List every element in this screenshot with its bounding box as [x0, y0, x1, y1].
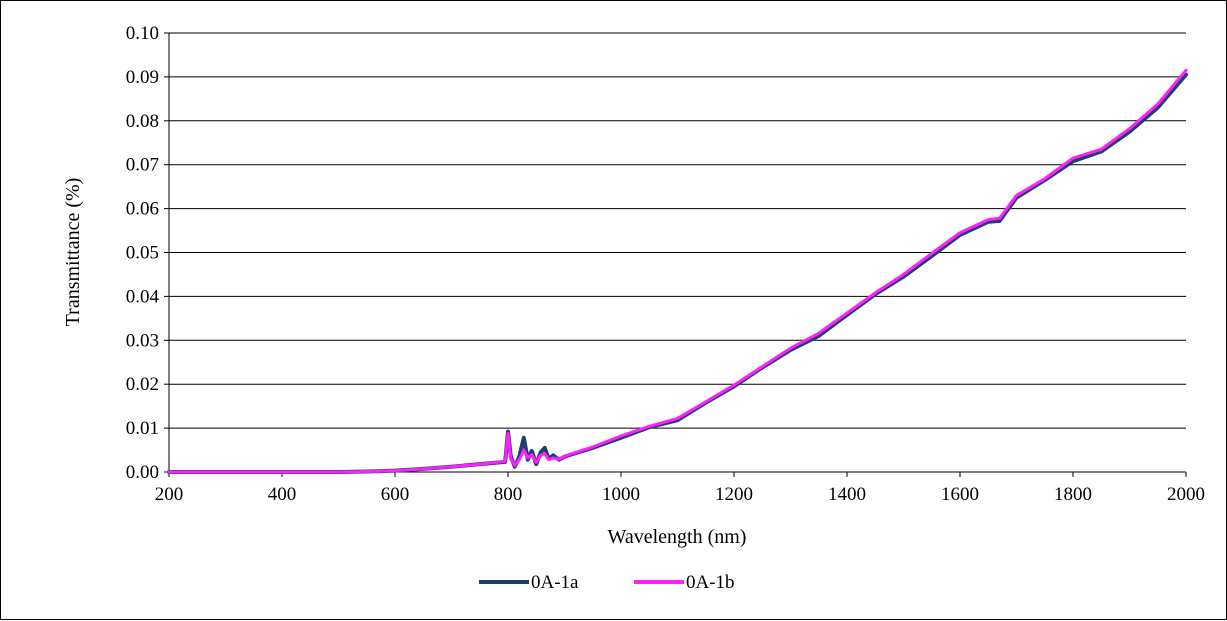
y-tick-label: 0.01 — [126, 418, 159, 439]
x-tick-label: 800 — [494, 484, 523, 505]
y-tick-label: 0.07 — [126, 155, 159, 176]
x-tick-label: 1200 — [715, 484, 753, 505]
y-tick-label: 0.06 — [126, 199, 159, 220]
x-tick-label: 1000 — [602, 484, 640, 505]
y-tick-label: 0.10 — [126, 23, 159, 44]
y-tick-label: 0.09 — [126, 67, 159, 88]
y-tick-label: 0.00 — [126, 462, 159, 483]
x-tick-label: 1400 — [828, 484, 866, 505]
legend-label: 0A-1b — [686, 572, 735, 593]
gridlines — [169, 32, 1186, 429]
axes — [164, 32, 1187, 477]
tick-labels: 0.00 0.01 0.02 0.03 0.04 0.05 0.06 0.07 0.08 0.09… — [126, 23, 1205, 505]
y-tick-label: 0.02 — [126, 374, 159, 395]
x-tick-label: 2000 — [1167, 484, 1205, 505]
series-lines — [167, 68, 1188, 474]
x-tick-label: 400 — [268, 484, 297, 505]
y-tick-label: 0.08 — [126, 111, 159, 132]
y-tick-label: 0.04 — [126, 286, 160, 307]
x-tick-label: 1800 — [1054, 484, 1092, 505]
x-axis-title: Wavelength (nm) — [608, 526, 747, 548]
y-axis-title: Transmittance (%) — [62, 178, 84, 327]
y-tick-label: 0.05 — [126, 243, 159, 264]
y-tick-label: 0.03 — [126, 330, 159, 351]
x-tick-label: 200 — [155, 484, 184, 505]
legend: 0A-1a 0A-1b — [479, 572, 735, 593]
series-line-0A-1b — [167, 68, 1188, 474]
series-line-0A-1a — [167, 72, 1188, 474]
x-tick-label: 600 — [381, 484, 410, 505]
legend-label: 0A-1a — [531, 572, 579, 593]
x-tick-label: 1600 — [941, 484, 979, 505]
